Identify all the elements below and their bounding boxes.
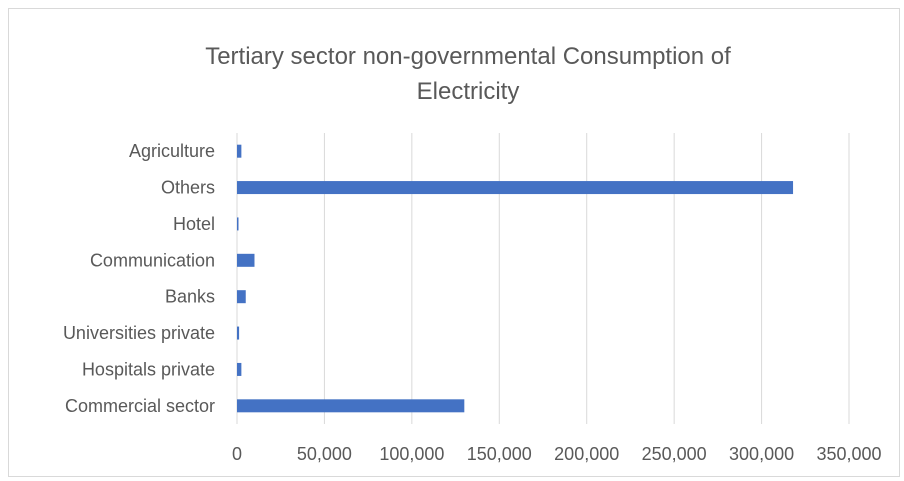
bar [237,362,242,376]
category-label: Communication [90,250,215,270]
category-label: Hospitals private [82,359,215,379]
bar [237,290,246,304]
chart-area [8,8,900,477]
category-label: Hotel [173,214,215,234]
category-label: Commercial sector [65,396,215,416]
category-label: Others [161,178,215,198]
bar [237,181,794,195]
x-tick-labels: 0 50,000 100,000 150,000 200,000 250,000 300,0… [232,444,882,464]
chart-title-line-2: Electricity [417,78,520,105]
category-label: Agriculture [129,141,215,161]
x-tick-label: 250,000 [642,444,707,464]
bar [237,326,240,340]
x-tick-label: 350,000 [816,444,881,464]
gridlines [236,133,850,424]
category-label: Banks [165,287,215,307]
bar [237,144,242,158]
x-tick-label: 150,000 [467,444,532,464]
x-tick-label: 100,000 [379,444,444,464]
x-tick-label: 0 [232,444,242,464]
category-labels: Commercial sector Hospitals private Univer… [63,141,215,416]
x-tick-label: 50,000 [297,444,352,464]
bars [237,144,794,413]
bar [237,399,465,413]
bar [237,253,255,267]
chart-title-line-1: Tertiary sector non-governmental Consump… [205,43,731,70]
x-tick-label: 200,000 [554,444,619,464]
x-tick-label: 300,000 [729,444,794,464]
category-label: Universities private [63,323,215,343]
bar [237,217,239,231]
